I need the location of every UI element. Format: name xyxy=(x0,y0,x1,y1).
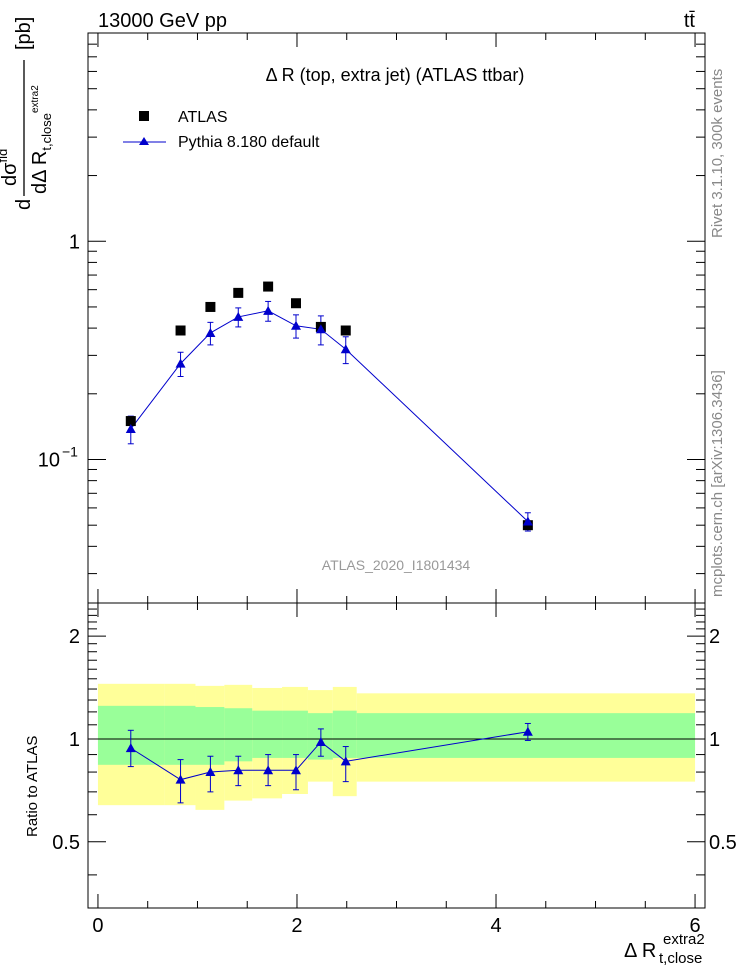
pythia-point xyxy=(290,320,301,330)
atlas-point xyxy=(205,301,216,312)
ratio-green-band xyxy=(195,707,225,765)
atlas-point xyxy=(263,281,274,292)
y-tick-exponent: −1 xyxy=(62,443,78,459)
legend-pythia-marker xyxy=(139,137,149,145)
ratio-pythia-point xyxy=(233,765,244,775)
atlas-point xyxy=(233,287,244,298)
ratio-y-tick-label: 2 xyxy=(709,626,720,648)
ratio-y-tick-label: 1 xyxy=(709,729,720,751)
chart-title: Δ R (top, extra jet) (ATLAS ttbar) xyxy=(266,65,525,85)
ratio-pythia-point xyxy=(340,756,351,766)
ratio-pythia-point xyxy=(205,767,216,777)
ratio-green-band xyxy=(224,708,253,762)
ratio-pythia-point xyxy=(522,726,533,736)
ratio-green-band xyxy=(282,710,308,758)
ratio-pythia-point xyxy=(290,765,301,775)
ylabel-denom-sup: extra2 xyxy=(30,85,41,113)
rivet-label: Rivet 3.1.10, 300k events xyxy=(709,69,726,238)
ratio-y-tick-label: 2 xyxy=(69,626,80,648)
main-panel-marks xyxy=(125,281,533,532)
svg-text:d: d xyxy=(13,199,35,210)
pythia-line xyxy=(130,310,529,522)
ratio-panel-frame: 0.5 0.5 1 1 2 2 0 2 4 6 xyxy=(52,602,737,937)
atlas-point xyxy=(125,416,136,427)
ylabel-dsigma: dσ xyxy=(0,162,21,186)
x-tick-label: 4 xyxy=(490,915,501,937)
pythia-point xyxy=(315,324,326,334)
x-tick-label: 6 xyxy=(689,915,700,937)
pythia-point xyxy=(205,327,216,337)
atlas-point xyxy=(340,325,351,336)
ratio-y-tick-label: 0.5 xyxy=(709,832,737,854)
y-tick-label: 1 xyxy=(69,231,80,253)
ratio-panel-marks xyxy=(125,722,533,804)
svg-text:dσfid: dσfid xyxy=(0,149,21,186)
ratio-green-band xyxy=(332,710,357,758)
xlabel-sub: t,close xyxy=(659,950,702,967)
analysis-label: ATLAS_2020_I1801434 xyxy=(322,557,471,573)
pythia-point xyxy=(522,516,533,526)
atlas-point xyxy=(175,325,186,336)
ratio-ylabel: Ratio to ATLAS xyxy=(24,736,41,837)
ratio-green-band xyxy=(252,710,283,758)
ylabel-denom-sub: t,close xyxy=(39,113,54,151)
mcplots-label: mcplots.cern.ch [arXiv:1306.3436] xyxy=(709,370,726,597)
xlabel-sup: extra2 xyxy=(663,931,705,948)
ratio-green-band xyxy=(164,705,196,765)
energy-label: 13000 GeV pp xyxy=(98,10,227,32)
x-tick-label: 0 xyxy=(92,915,103,937)
xlabel-main: Δ R xyxy=(624,940,656,962)
ylabel-denom: dΔ R xyxy=(29,151,51,194)
pythia-point xyxy=(263,305,274,315)
ratio-pythia-point xyxy=(175,774,186,784)
legend-pythia-label: Pythia 8.180 default xyxy=(178,134,320,151)
ylabel-d: d xyxy=(13,199,35,210)
y-tick-label: 10 xyxy=(38,449,60,471)
legend-atlas-label: ATLAS xyxy=(178,109,228,126)
svg-text:dΔ Rt,closeextra2: dΔ Rt,closeextra2 xyxy=(29,85,54,194)
svg-text:Δ R: Δ R xyxy=(624,940,656,962)
ratio-pythia-point xyxy=(263,765,274,775)
pythia-point xyxy=(340,344,351,354)
ratio-y-tick-label: 1 xyxy=(69,729,80,751)
pythia-point xyxy=(125,423,136,433)
legend-atlas-marker xyxy=(139,111,149,121)
x-tick-label: 2 xyxy=(291,915,302,937)
pythia-point xyxy=(233,311,244,321)
atlas-point xyxy=(290,298,301,309)
pythia-point xyxy=(175,358,186,368)
ylabel-unit: [pb] xyxy=(13,17,35,50)
main-ylabel: d dσfid dΔ Rt,closeextra2 [pb] xyxy=(0,17,54,210)
xlabel: Δ R extra2 t,close xyxy=(624,931,705,967)
ratio-y-tick-label: 0.5 xyxy=(52,832,80,854)
ratio-pythia-point xyxy=(315,736,326,746)
ylabel-sigma-sup: fid xyxy=(0,149,10,163)
ratio-pythia-point xyxy=(125,743,136,753)
process-label: tt̄ xyxy=(684,10,696,32)
main-panel-frame: 1 10 −1 xyxy=(38,32,706,604)
legend: ATLAS Pythia 8.180 default xyxy=(123,109,320,151)
